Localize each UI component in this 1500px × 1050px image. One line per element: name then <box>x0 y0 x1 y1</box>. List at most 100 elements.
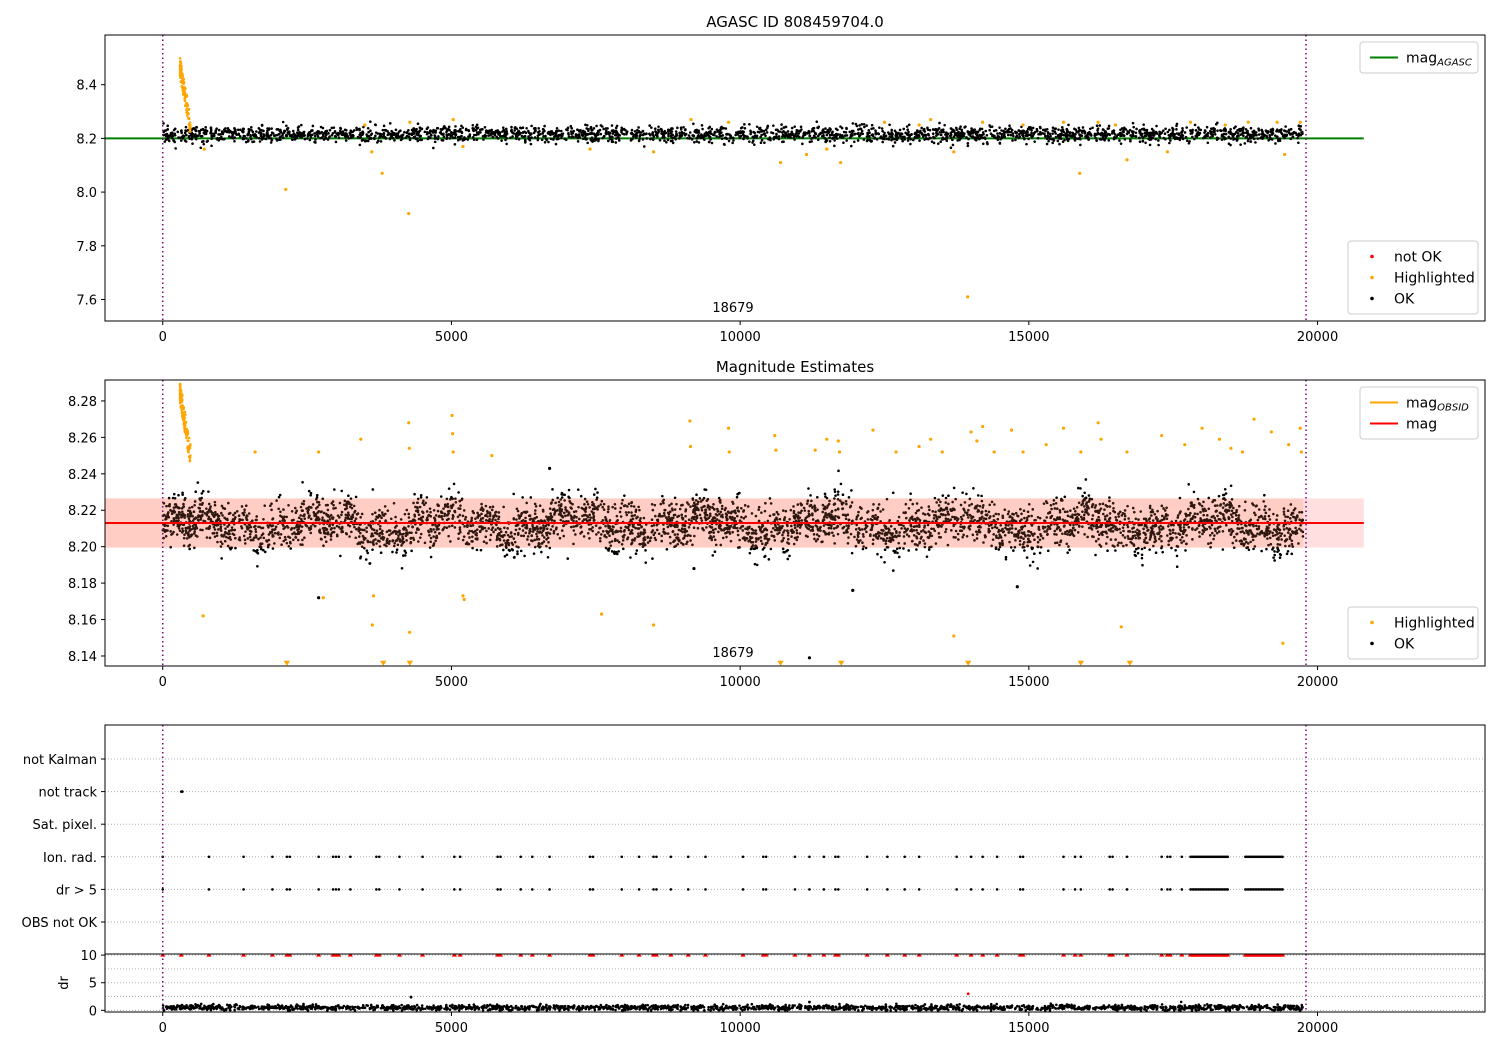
p1-ok-point <box>665 140 668 144</box>
p1-ok-point <box>692 122 695 126</box>
p2-ok-point <box>821 503 825 507</box>
p1-ok-point <box>957 130 960 134</box>
p1-ok-point <box>259 134 263 138</box>
p1-ok-point <box>939 133 943 137</box>
p2-ok-point <box>1049 503 1053 507</box>
p1-ok-point <box>1019 131 1023 134</box>
p1-ok-point <box>768 136 772 139</box>
p2-ok-point <box>632 505 636 508</box>
p2-ok-point <box>725 535 728 539</box>
p1-ok-point <box>966 144 970 148</box>
p2-ok-point <box>795 531 799 535</box>
p1-ok-point <box>1181 137 1185 141</box>
p1-highlighted-point <box>180 85 184 88</box>
p1-ok-point <box>1227 135 1231 139</box>
p1-ok-point <box>1235 135 1239 138</box>
p1-ok-point <box>1134 131 1138 135</box>
p1-ok-point <box>1099 138 1103 141</box>
p1-ok-point <box>333 130 337 133</box>
p2-ok-point <box>439 495 443 498</box>
p2-ok-point <box>807 509 811 513</box>
p1-ok-point <box>591 140 594 143</box>
p2-ok-point <box>1137 518 1140 521</box>
p1-ok-point <box>1185 126 1189 129</box>
p1-ok-point <box>1036 136 1040 140</box>
p1-ok-point <box>291 129 295 133</box>
p1-ok-point <box>828 133 832 137</box>
p1-ok-point <box>400 135 403 138</box>
p2-ok-point <box>1271 534 1275 538</box>
p1-ok-point <box>988 128 991 132</box>
p2-ok-point <box>713 538 717 542</box>
p2-ok-point <box>383 505 387 508</box>
p1-ok-point <box>786 130 790 133</box>
p2-ok-point <box>322 526 326 530</box>
p2-ok-point <box>936 517 939 521</box>
p1-ok-point <box>1011 134 1015 138</box>
p1-ok-point <box>984 129 988 133</box>
p1-ok-point <box>597 139 600 143</box>
p1-ok-point <box>851 122 855 125</box>
p1-ok-point <box>701 127 704 131</box>
p2-ok-point <box>1071 513 1074 517</box>
p1-ok-point <box>569 124 573 128</box>
p1-ok-point <box>188 137 192 141</box>
p2-ok-point <box>287 535 290 539</box>
p1-ok-point <box>471 123 475 127</box>
p1-ok-point <box>560 134 563 138</box>
p2-ok-point <box>526 535 530 538</box>
p2-ok-point <box>638 519 642 522</box>
p1-ok-point <box>1206 141 1210 145</box>
p1-ok-point <box>272 134 276 137</box>
p1-ok-point <box>374 134 377 138</box>
p1-ok-point <box>891 144 895 148</box>
p1-ok-point <box>392 133 396 137</box>
p1-ok-point <box>808 140 812 144</box>
p1-ok-point <box>910 133 913 136</box>
p2-ok-point <box>579 494 583 498</box>
p1-ok-point <box>367 130 370 134</box>
p1-ok-point <box>363 140 367 143</box>
p1-ok-point <box>202 140 205 143</box>
p1-highlighted-point <box>182 86 185 90</box>
p1-ok-point <box>1299 125 1303 128</box>
p1-highlighted-point <box>952 150 956 154</box>
p1-ok-point <box>171 132 174 136</box>
p1-ok-point <box>1056 135 1060 138</box>
p1-ok-point <box>210 144 213 148</box>
p1-ok-point <box>953 131 957 135</box>
p1-ok-point <box>1025 130 1029 134</box>
p1-ok-point <box>1240 128 1243 132</box>
p1-highlighted-point <box>882 120 887 124</box>
p1-ok-point <box>927 132 930 136</box>
p1-ok-point <box>285 124 288 128</box>
p1-ok-point <box>426 131 430 135</box>
p1-ok-point <box>1157 134 1161 137</box>
p2-ok-point <box>1042 502 1046 505</box>
p1-ok-point <box>180 129 183 133</box>
p1-ok-point <box>1122 130 1125 133</box>
p1-ok-point <box>870 127 873 131</box>
p1-ok-point <box>1119 128 1122 132</box>
p1-ok-point <box>1167 137 1171 140</box>
p1-ok-point <box>505 142 508 146</box>
p1-ok-point <box>1195 133 1199 137</box>
p1-ok-point <box>667 134 670 138</box>
p1-ok-point <box>781 135 784 138</box>
p1-ok-point <box>366 126 370 130</box>
p1-ok-point <box>657 125 660 129</box>
p2-ok-point <box>839 482 843 486</box>
p2-ok-point <box>363 546 366 550</box>
p1-ok-point <box>649 137 652 141</box>
p2-ok-point <box>329 514 333 517</box>
p2-ok-point <box>1221 493 1225 497</box>
p1-ok-point <box>444 126 447 130</box>
p2-ok-point <box>1132 510 1136 514</box>
p2-ok-point <box>1272 512 1275 516</box>
p1-ok-point <box>952 135 956 139</box>
p1-ok-point <box>361 133 365 136</box>
p1-ok-point <box>1096 127 1100 130</box>
p1-ok-point <box>594 138 597 142</box>
p1-ok-point <box>555 126 559 130</box>
p1-ok-point <box>598 128 602 132</box>
